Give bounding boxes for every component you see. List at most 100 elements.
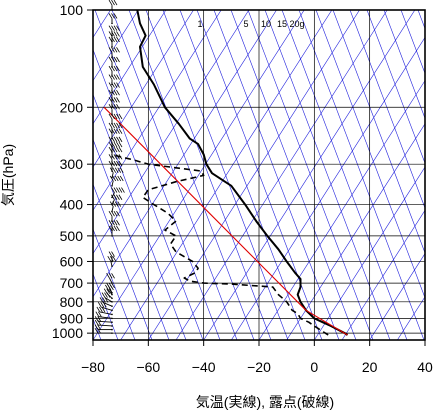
barb-base: [111, 132, 113, 134]
dry-adiabat-line: [27, 10, 152, 340]
barb-base: [111, 138, 113, 140]
isotherm-line: [314, 10, 435, 340]
y-tick-label: 300: [60, 156, 84, 172]
wind-barb: [109, 83, 120, 94]
dry-adiabat-line: [146, 10, 271, 340]
y-axis-title: 気圧(hPa): [0, 144, 16, 206]
dry-adiabat-line: [418, 10, 435, 340]
barb-base: [111, 156, 113, 158]
barb-base: [111, 113, 113, 115]
barb-base: [111, 305, 113, 307]
dry-adiabat-line: [299, 10, 424, 340]
barb-base: [111, 261, 113, 263]
grid: [93, 10, 425, 340]
barb-shaft: [98, 325, 112, 326]
wind-barb: [109, 37, 120, 48]
barb-base: [111, 204, 113, 206]
barb-base: [111, 310, 113, 312]
mixing-ratio-label: 15: [277, 19, 287, 29]
barb-base: [111, 318, 113, 320]
barb-base: [111, 235, 113, 237]
y-tick-label: 400: [60, 197, 84, 213]
x-tick-label: −80: [81, 359, 105, 375]
mixing-ratio-label: 5: [243, 19, 248, 29]
mixing-ratio-label: 1: [197, 19, 202, 29]
axes: 1002003004005006007008009001000−80−60−40…: [52, 2, 433, 375]
barb-base: [111, 292, 113, 294]
barb-base: [111, 314, 113, 316]
barb-base: [111, 123, 113, 125]
dry-adiabat-line: [95, 10, 220, 340]
barb-base: [111, 297, 113, 299]
x-tick-label: 0: [310, 359, 318, 375]
barb-base: [111, 301, 113, 303]
mixing-ratio-label: 20g: [289, 19, 304, 29]
dry-adiabat-line: [316, 10, 435, 340]
wind-barb: [109, 129, 122, 140]
x-tick-label: 20: [362, 359, 378, 375]
barb-base: [111, 321, 113, 323]
barb-base: [111, 325, 113, 327]
isotherm-line: [204, 10, 415, 340]
wind-barb: [109, 142, 122, 153]
barb-base: [111, 282, 113, 284]
barb-base: [111, 177, 113, 179]
barb-base: [111, 35, 113, 37]
y-tick-label: 200: [60, 99, 84, 115]
barb-base: [111, 106, 113, 108]
isotherm-line: [425, 10, 435, 340]
barb-base: [111, 220, 113, 222]
dry-adiabat-line: [384, 10, 435, 340]
barb-base: [111, 23, 113, 25]
y-tick-label: 700: [60, 275, 84, 291]
x-tick-label: −20: [247, 359, 271, 375]
barb-base: [111, 92, 113, 94]
y-tick-label: 100: [60, 2, 84, 18]
dry-adiabat-line: [214, 10, 339, 340]
x-tick-label: −40: [192, 359, 216, 375]
y-tick-label: 1000: [52, 325, 83, 341]
barb-base: [111, 163, 113, 165]
dry-adiabat-line: [401, 10, 435, 340]
barb-base: [111, 84, 113, 86]
barb-base: [111, 197, 113, 199]
barb-base: [111, 146, 113, 148]
x-tick-label: −60: [136, 359, 160, 375]
x-tick-label: 40: [417, 359, 433, 375]
wind-barb: [109, 0, 117, 11]
mixing-ratio-label: 10: [261, 19, 271, 29]
barb-base: [111, 75, 113, 77]
barb-base: [111, 329, 113, 331]
y-tick-label: 500: [60, 228, 84, 244]
barb-base: [111, 294, 113, 296]
barb-base: [111, 66, 113, 68]
y-tick-label: 800: [60, 294, 84, 310]
dry-adiabat-line: [248, 10, 373, 340]
dry-adiabat-line: [112, 10, 237, 340]
barb-base: [111, 46, 113, 48]
barb-base: [111, 99, 113, 101]
isotherm-line: [259, 10, 435, 340]
barb-base: [111, 265, 113, 267]
dry-adiabat-line: [163, 10, 288, 340]
y-tick-label: 600: [60, 253, 84, 269]
barb-base: [111, 151, 113, 153]
dry-adiabat-line: [282, 10, 407, 340]
barb-base: [111, 229, 113, 231]
wind-barbs: [95, 0, 124, 334]
barb-shaft: [98, 321, 112, 322]
isotherm-line: [148, 10, 359, 340]
x-axis-title: 気温(実線), 露点(破線): [196, 394, 334, 410]
barb-base: [111, 41, 113, 43]
wind-barb: [109, 31, 120, 42]
barb-base: [111, 170, 113, 172]
barb-base: [111, 211, 113, 213]
barb-base: [111, 332, 113, 334]
wind-barb: [109, 13, 117, 24]
isotherm-line: [231, 10, 435, 340]
barb-base: [111, 185, 113, 187]
wind-barb: [110, 202, 121, 213]
isotherm-line: [176, 10, 387, 340]
